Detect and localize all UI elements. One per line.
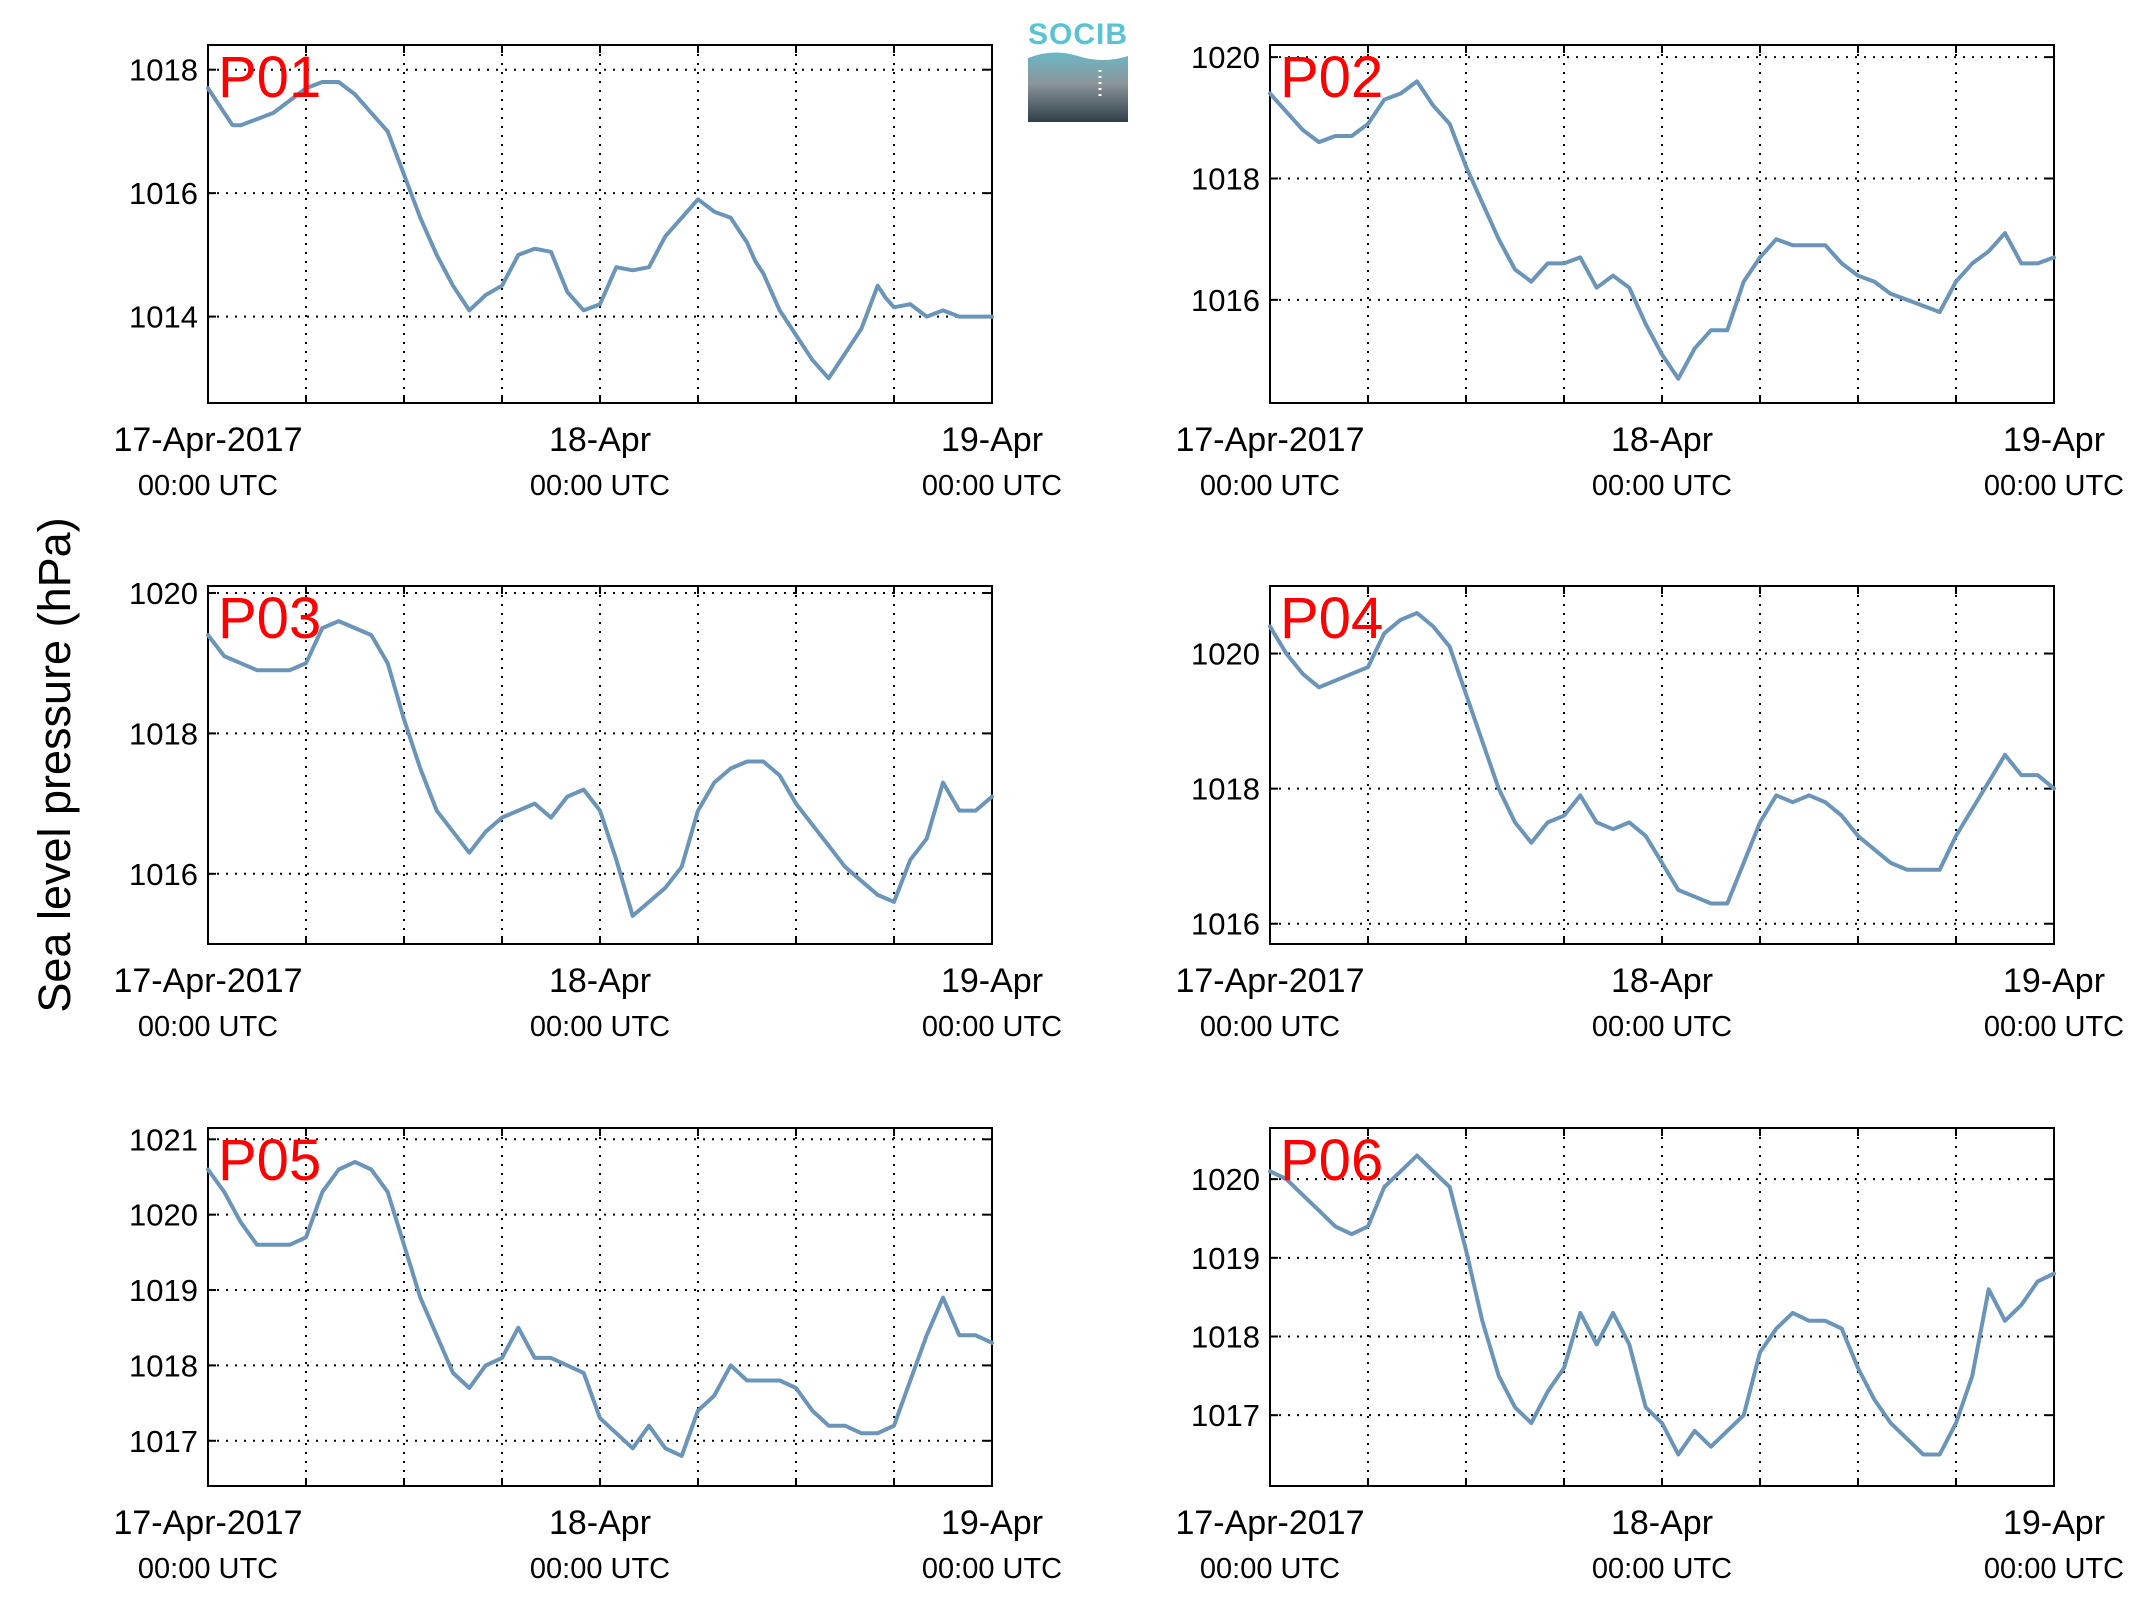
y-tick-label: 1018: [1191, 772, 1260, 807]
x-tick-time-label: 00:00 UTC: [530, 1011, 670, 1043]
y-tick-label: 1020: [129, 1198, 198, 1233]
y-tick-label: 1016: [1191, 907, 1260, 942]
y-tick-label: 1016: [129, 857, 198, 892]
x-tick-date-label: 17-Apr-2017: [113, 1504, 302, 1542]
station-label: P05: [218, 1128, 321, 1193]
y-tick-label: 1021: [129, 1122, 198, 1157]
x-tick-time-label: 00:00 UTC: [530, 1553, 670, 1585]
panel-p06: 1017 1018 1019 1020 17-Apr-2017 00:00 UTC 18-A…: [1175, 1127, 2124, 1585]
x-tick-time-label: 00:00 UTC: [138, 1011, 278, 1043]
pressure-series-line: [206, 1159, 994, 1458]
pressure-series-line: [1268, 79, 2056, 381]
x-tick-time-label: 00:00 UTC: [1984, 1553, 2124, 1585]
y-tick-label: 1020: [129, 576, 198, 611]
x-tick-time-label: 00:00 UTC: [1200, 1011, 1340, 1043]
x-tick-time-label: 00:00 UTC: [1984, 470, 2124, 502]
y-tick-label: 1018: [129, 716, 198, 751]
y-tick-label: 1014: [129, 300, 198, 335]
station-label: P03: [218, 586, 321, 651]
panel-p04: 1016 1018 1020 17-Apr-2017 00:00 UTC 18-Apr 00…: [1175, 585, 2124, 1043]
station-label: P02: [1280, 45, 1383, 110]
pressure-series-line: [1268, 1153, 2056, 1457]
pressure-series-line: [206, 80, 994, 381]
y-axis-label: Sea level pressure (hPa): [29, 517, 80, 1012]
station-label: P01: [218, 45, 321, 110]
panel-p01: 1014 1016 1018 17-Apr-2017 00:00 UTC 18-Apr 00…: [113, 44, 1062, 502]
axes-frame: [207, 585, 993, 945]
x-tick-date-label: 18-Apr: [1611, 1504, 1713, 1542]
y-tick-label: 1020: [1191, 1162, 1260, 1197]
panel-p02: 1016 1018 1020 17-Apr-2017 00:00 UTC 18-Apr 00…: [1175, 40, 2124, 502]
x-tick-date-label: 19-Apr: [2003, 962, 2105, 1000]
x-tick-date-label: 17-Apr-2017: [1175, 421, 1364, 459]
x-tick-date-label: 18-Apr: [1611, 962, 1713, 1000]
x-tick-date-label: 19-Apr: [2003, 1504, 2105, 1542]
y-tick-label: 1018: [129, 1348, 198, 1383]
pressure-series-line: [206, 619, 994, 918]
x-tick-time-label: 00:00 UTC: [1592, 1553, 1732, 1585]
x-tick-date-label: 17-Apr-2017: [113, 962, 302, 1000]
x-tick-time-label: 00:00 UTC: [1592, 470, 1732, 502]
x-tick-time-label: 00:00 UTC: [138, 470, 278, 502]
x-tick-time-label: 00:00 UTC: [922, 1553, 1062, 1585]
y-tick-label: 1019: [129, 1273, 198, 1308]
x-tick-date-label: 18-Apr: [549, 962, 651, 1000]
x-tick-date-label: 17-Apr-2017: [1175, 962, 1364, 1000]
y-tick-label: 1016: [1191, 283, 1260, 318]
y-tick-label: 1018: [1191, 1320, 1260, 1355]
y-tick-label: 1017: [129, 1424, 198, 1459]
socib-logo: SOCIB: [1028, 18, 1128, 122]
y-tick-label: 1018: [1191, 161, 1260, 196]
station-label: P04: [1280, 586, 1383, 651]
x-tick-date-label: 18-Apr: [549, 1504, 651, 1542]
x-tick-date-label: 19-Apr: [941, 1504, 1043, 1542]
y-tick-label: 1019: [1191, 1241, 1260, 1276]
y-tick-label: 1020: [1191, 637, 1260, 672]
axes-frame: [207, 1127, 993, 1487]
x-tick-date-label: 17-Apr-2017: [1175, 1504, 1364, 1542]
x-tick-time-label: 00:00 UTC: [922, 470, 1062, 502]
logo-wave-block: [1028, 52, 1128, 122]
x-tick-time-label: 00:00 UTC: [1592, 1011, 1732, 1043]
panels: 1014 1016 1018 17-Apr-2017 00:00 UTC 18-Apr 00…: [113, 40, 2124, 1585]
y-tick-label: 1016: [129, 176, 198, 211]
x-tick-time-label: 00:00 UTC: [138, 1553, 278, 1585]
pressure-series-line: [1268, 611, 2056, 906]
x-tick-time-label: 00:00 UTC: [1984, 1011, 2124, 1043]
axes-frame: [1269, 585, 2055, 945]
axes-frame: [207, 44, 993, 404]
x-tick-time-label: 00:00 UTC: [1200, 470, 1340, 502]
x-tick-date-label: 19-Apr: [2003, 421, 2105, 459]
x-tick-date-label: 19-Apr: [941, 962, 1043, 1000]
station-label: P06: [1280, 1128, 1383, 1193]
x-tick-date-label: 17-Apr-2017: [113, 421, 302, 459]
x-tick-date-label: 18-Apr: [1611, 421, 1713, 459]
axes-frame: [1269, 44, 2055, 404]
panel-p05: 1017 1018 1019 1020 1021 17-Apr-2017 00:00 UTC…: [113, 1122, 1062, 1585]
x-tick-time-label: 00:00 UTC: [1200, 1553, 1340, 1585]
x-tick-date-label: 19-Apr: [941, 421, 1043, 459]
y-tick-label: 1020: [1191, 40, 1260, 75]
panel-p03: 1016 1018 1020 17-Apr-2017 00:00 UTC 18-Apr 00…: [113, 576, 1062, 1043]
socib-logo-text: SOCIB: [1028, 18, 1128, 51]
axes-frame: [1269, 1127, 2055, 1487]
x-tick-time-label: 00:00 UTC: [922, 1011, 1062, 1043]
y-tick-label: 1017: [1191, 1398, 1260, 1433]
x-tick-date-label: 18-Apr: [549, 421, 651, 459]
x-tick-time-label: 00:00 UTC: [530, 470, 670, 502]
y-tick-label: 1018: [129, 53, 198, 88]
